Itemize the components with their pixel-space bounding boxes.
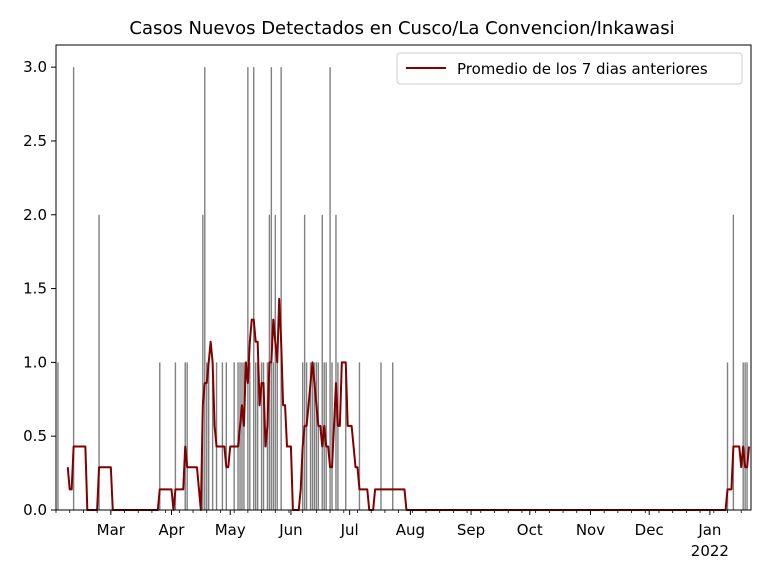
bar [260, 362, 263, 510]
legend-label: Promedio de los 7 dias anteriores [457, 60, 708, 78]
x-tick-label: Jul [340, 521, 359, 539]
legend: Promedio de los 7 dias anteriores [396, 52, 743, 85]
bar [247, 67, 249, 510]
bar [315, 362, 318, 510]
bar [206, 362, 208, 510]
bar [221, 362, 224, 510]
bar [280, 67, 282, 510]
x-tick-label: Mar [97, 521, 126, 539]
bar [208, 362, 210, 510]
x-tick-label: Jun [278, 521, 302, 539]
bar [204, 67, 206, 510]
series-line [66, 297, 751, 511]
bar [345, 362, 347, 510]
bar [57, 362, 59, 510]
y-axis: 0.0 0.5 1.0 1.5 2.0 2.5 3.0 [23, 58, 56, 519]
bar [174, 362, 177, 510]
line-layer [66, 297, 751, 511]
bar [380, 362, 382, 510]
x-tick-sublabel: 2022 [691, 542, 729, 560]
bar [321, 214, 323, 510]
legend-box [396, 52, 743, 85]
x-tick-label: Aug [396, 521, 425, 539]
y-tick-label: 2.0 [23, 206, 47, 224]
bar [746, 362, 748, 510]
x-tick-label: Nov [576, 521, 605, 539]
chart-title: Casos Nuevos Detectados en Cusco/La Conv… [129, 18, 674, 39]
bar [186, 362, 188, 510]
bar [159, 362, 161, 510]
bar [256, 362, 259, 510]
bar [211, 362, 214, 510]
x-tick-label: May [215, 521, 246, 539]
plot-frame [55, 44, 752, 511]
bar [72, 67, 75, 510]
bar [243, 362, 245, 510]
bar [249, 362, 251, 510]
x-axis: Mar Apr May Jun Jul Aug Sep Oct Nov Dec Jan 2022 [55, 510, 742, 560]
bar [313, 362, 316, 510]
bar [329, 67, 331, 510]
x-tick-label: Apr [159, 521, 186, 539]
bar [276, 362, 278, 510]
bar [241, 362, 243, 510]
bar [331, 362, 333, 510]
y-tick-label: 0.0 [23, 501, 47, 519]
y-tick-label: 1.0 [23, 353, 47, 371]
bar [732, 214, 735, 510]
bar [272, 362, 275, 510]
bar [202, 214, 204, 510]
bar [262, 362, 265, 510]
bar [742, 362, 744, 510]
bar [337, 362, 339, 510]
bar [317, 362, 320, 510]
bar [309, 362, 312, 510]
bar [225, 362, 228, 510]
x-tick-label: Jan [697, 521, 721, 539]
bars-layer [57, 67, 748, 510]
bar [184, 362, 186, 510]
bar [253, 67, 255, 510]
bar [305, 362, 308, 510]
bar [335, 214, 337, 510]
bar [311, 362, 314, 510]
y-tick-label: 2.5 [23, 132, 47, 150]
y-tick-label: 1.5 [23, 280, 47, 298]
x-tick-label: Dec [635, 521, 664, 539]
bar [233, 362, 235, 510]
bar [303, 214, 306, 510]
bar [726, 362, 729, 510]
bar [254, 362, 257, 510]
y-tick-label: 3.0 [23, 58, 47, 76]
x-tick-label: Sep [457, 521, 485, 539]
y-tick-label: 0.5 [23, 427, 47, 445]
x-tick-label: Oct [517, 521, 543, 539]
bar [98, 214, 100, 510]
bar [392, 362, 394, 510]
bar [274, 214, 276, 510]
bar [744, 362, 746, 510]
bar [270, 67, 273, 510]
bar [358, 362, 361, 510]
